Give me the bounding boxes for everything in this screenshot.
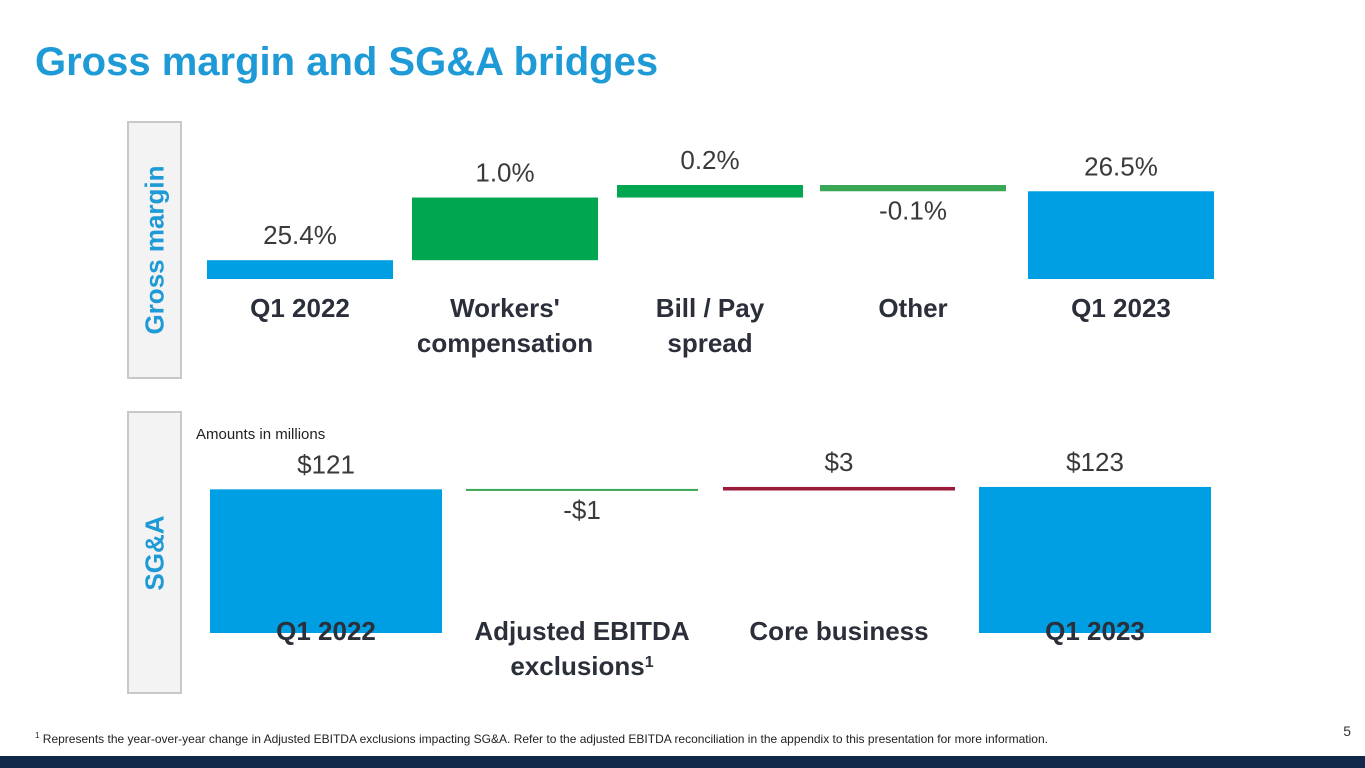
chart1-bar-2 bbox=[412, 197, 598, 261]
chart1-category-label-5-1: Q1 2023 bbox=[1071, 293, 1171, 323]
chart1-category-label-4-1: Other bbox=[878, 293, 947, 323]
chart2-value-label-3: $3 bbox=[825, 447, 854, 477]
chart1-value-label-4: -0.1% bbox=[879, 195, 947, 225]
page-title: Gross margin and SG&A bridges bbox=[35, 40, 659, 84]
chart1-bar-4 bbox=[820, 185, 1006, 192]
chart2-value-label-4: $123 bbox=[1066, 447, 1124, 477]
footnote-marker: 1 bbox=[35, 731, 40, 740]
chart2-bar-3 bbox=[723, 486, 955, 491]
chart1-value-label-1: 25.4% bbox=[263, 220, 337, 250]
chart1-category-label-2-1: Workers' bbox=[450, 293, 560, 323]
chart1-category-label-2-2: compensation bbox=[417, 328, 593, 358]
chart2-bar-2 bbox=[466, 488, 698, 491]
bottom-bar bbox=[0, 756, 1365, 768]
chart1-bar-3 bbox=[617, 185, 803, 198]
chart2-bar-1 bbox=[210, 489, 442, 633]
footnote: 1 Represents the year-over-year change i… bbox=[35, 731, 1048, 746]
footnote-text: Represents the year-over-year change in … bbox=[39, 732, 1048, 746]
chart1-category-label-3-2: spread bbox=[667, 328, 752, 358]
chart2-category-label-1-1: Q1 2022 bbox=[276, 616, 376, 646]
chart1-value-label-2: 1.0% bbox=[475, 158, 534, 188]
chart2-category-label-2-2: exclusions1 bbox=[510, 651, 653, 681]
chart1-bar-5 bbox=[1028, 191, 1214, 279]
chart1-category-label-1-1: Q1 2022 bbox=[250, 293, 350, 323]
gross-margin-side-panel: Gross margin bbox=[127, 121, 182, 379]
chart2-value-label-2: -$1 bbox=[563, 495, 601, 525]
chart1-bar-1 bbox=[207, 260, 393, 279]
page-number: 5 bbox=[1343, 723, 1351, 739]
sga-amounts-note: Amounts in millions bbox=[196, 426, 325, 443]
chart2-bar-4 bbox=[979, 486, 1211, 633]
chart2-category-superscript-2: 1 bbox=[645, 654, 654, 671]
chart2-category-label-4-1: Q1 2023 bbox=[1045, 616, 1145, 646]
chart1-value-label-5: 26.5% bbox=[1084, 151, 1158, 181]
chart2-category-label-3-1: Core business bbox=[749, 616, 928, 646]
chart1-category-label-3-1: Bill / Pay bbox=[656, 293, 765, 323]
chart2-category-label-2-1: Adjusted EBITDA bbox=[474, 616, 689, 646]
chart2-value-label-1: $121 bbox=[297, 449, 355, 479]
chart1-value-label-3: 0.2% bbox=[680, 145, 739, 175]
sga-side-panel: SG&A bbox=[127, 411, 182, 694]
